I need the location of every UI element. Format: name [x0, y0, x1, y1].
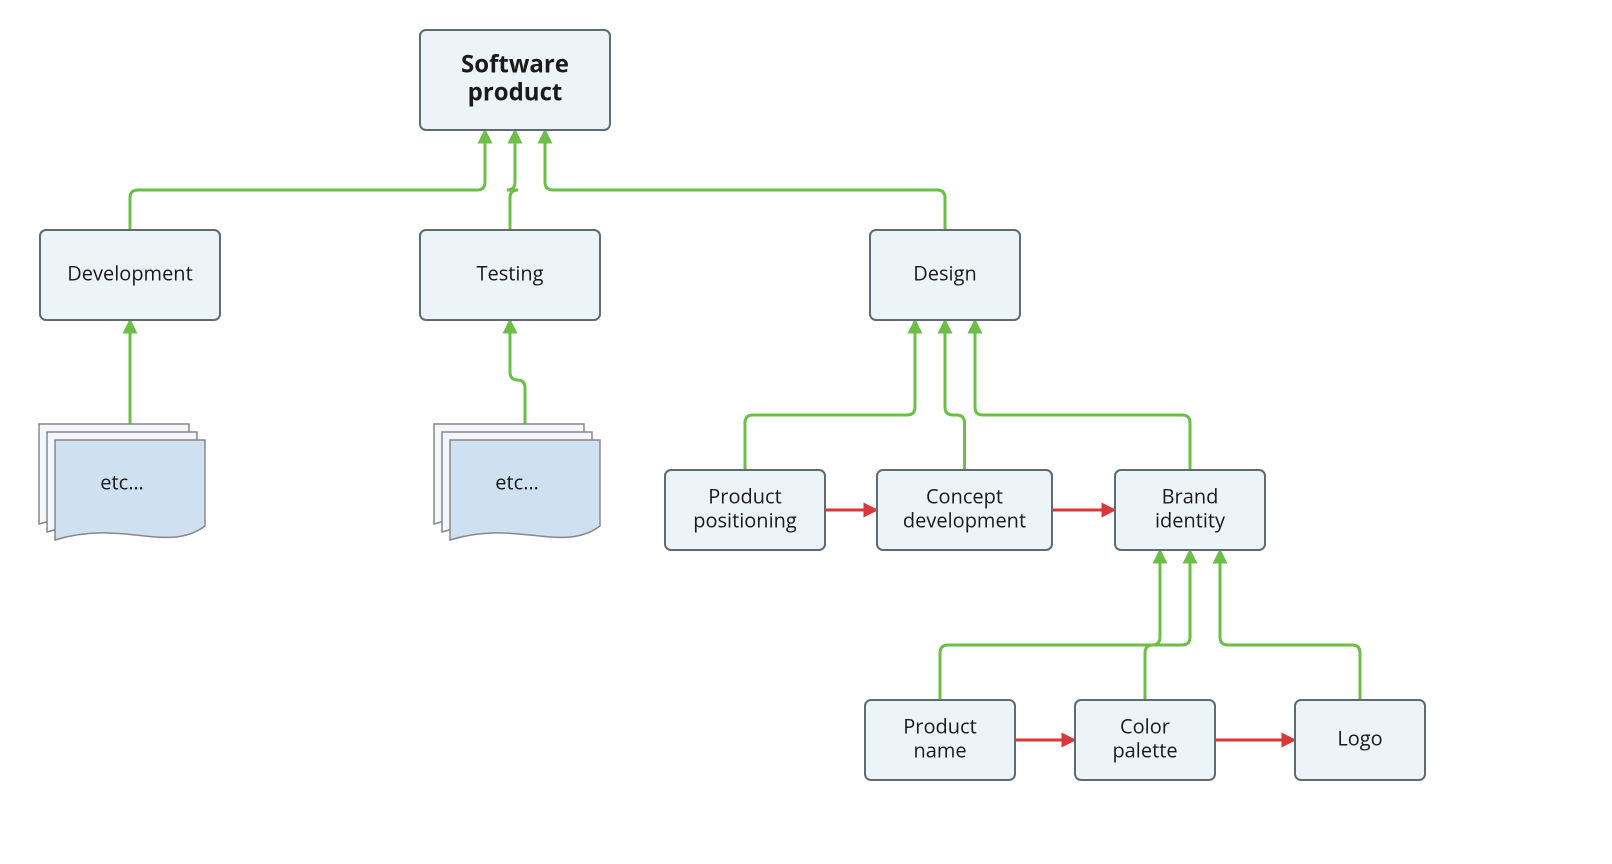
doc-label: etc…: [495, 468, 539, 495]
node-label: Logo: [1337, 724, 1382, 751]
node-label: palette: [1112, 736, 1177, 763]
edge-green: [945, 320, 965, 470]
node-label: development: [903, 506, 1026, 533]
edge-green: [507, 130, 518, 230]
node-testing: Testing: [420, 230, 600, 320]
node-product_name: Productname: [865, 700, 1015, 780]
node-label: product: [468, 75, 563, 108]
edge-green: [1145, 550, 1190, 700]
node-brand_id: Brandidentity: [1115, 470, 1265, 550]
node-label: identity: [1155, 506, 1226, 533]
node-product_pos: Productpositioning: [665, 470, 825, 550]
edge-green: [940, 550, 1160, 700]
node-label: positioning: [693, 506, 797, 533]
edge-green: [975, 320, 1190, 470]
node-label: Testing: [476, 259, 543, 286]
doc-stack-test_docs: etc…: [434, 424, 600, 540]
node-label: Product: [708, 482, 781, 509]
node-label: Development: [67, 259, 192, 286]
node-label: Concept: [926, 482, 1003, 509]
node-concept_dev: Conceptdevelopment: [877, 470, 1052, 550]
node-development: Development: [40, 230, 220, 320]
edge-green: [130, 130, 485, 230]
node-label: Design: [913, 259, 976, 286]
edge-green: [545, 130, 945, 230]
nodes: Softwareproduct Development Testing Design P…: [40, 30, 1425, 780]
doc-label: etc…: [100, 468, 144, 495]
node-logo: Logo: [1295, 700, 1425, 780]
node-label: Color: [1120, 712, 1170, 739]
node-root: Softwareproduct: [420, 30, 610, 130]
edge-green: [745, 320, 915, 470]
node-label: name: [913, 736, 966, 763]
node-design: Design: [870, 230, 1020, 320]
doc-stack-dev_docs: etc…: [39, 424, 205, 540]
node-label: Brand: [1162, 482, 1219, 509]
node-label: Product: [903, 712, 976, 739]
edge-green: [510, 320, 525, 440]
edge-green: [1220, 550, 1360, 700]
green-edges: [130, 130, 1360, 700]
doc-stacks: etc… etc…: [39, 424, 600, 540]
diagram-canvas: etc… etc… Softwareproduct Development Testin…: [0, 0, 1612, 864]
node-color_pal: Colorpalette: [1075, 700, 1215, 780]
